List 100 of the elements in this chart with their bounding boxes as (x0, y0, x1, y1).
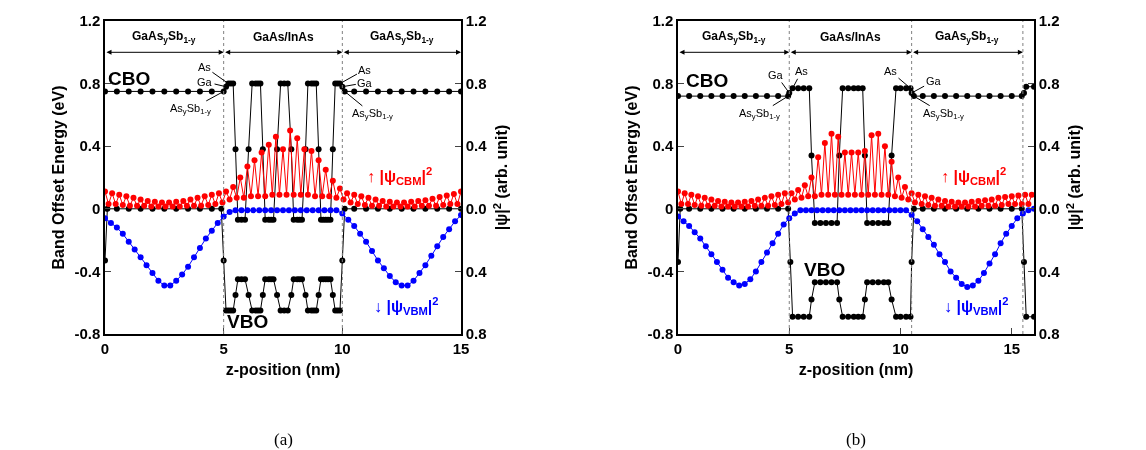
annotation: ↓ |ψ$_{VBM}$|$^{2}$ (944, 295, 1009, 318)
point (839, 313, 846, 320)
point (822, 219, 829, 226)
x-tick-label: 10 (892, 339, 909, 357)
point (859, 85, 866, 92)
point (834, 279, 841, 286)
point (897, 85, 904, 92)
point (953, 93, 960, 100)
point (885, 279, 892, 286)
y2-tick-label: 0.4 (465, 262, 488, 280)
annotation: GaAs$_{y}$Sb$_{1-y}$ (370, 29, 434, 45)
y-axis-title: Band Offset Energy (eV) (49, 85, 67, 270)
point (839, 85, 846, 92)
point (885, 219, 892, 226)
point (785, 205, 792, 212)
point (1008, 205, 1015, 212)
point (808, 152, 815, 159)
point (897, 313, 904, 320)
x-tick-label: 5 (219, 339, 228, 357)
annotation: As (884, 65, 898, 77)
point (686, 93, 693, 100)
annotation: Ga (357, 77, 373, 89)
point (845, 313, 852, 320)
y-axis-title: Band Offset Energy (eV) (622, 85, 640, 270)
annotation: As$_{y}$Sb$_{1-y}$ (739, 107, 780, 122)
point (942, 93, 948, 100)
point (708, 93, 715, 100)
point (822, 279, 829, 286)
point (861, 296, 868, 303)
annotation: Ga (926, 75, 942, 87)
annotation: As (795, 65, 809, 77)
y-tick-label: 0 (664, 200, 674, 218)
annotation: CBO (108, 68, 151, 89)
point (775, 205, 782, 212)
point (855, 85, 862, 92)
point (986, 93, 993, 100)
y-tick-label: 0.4 (79, 137, 101, 155)
point (697, 93, 704, 100)
annotation: As$_{y}$Sb$_{1-y}$ (170, 102, 211, 117)
point (800, 313, 807, 320)
point (875, 279, 882, 286)
annotation: As (198, 61, 212, 73)
x-axis-title: z-position (nm) (798, 360, 914, 378)
annotation: GaAs/InAs (253, 30, 315, 44)
y2-tick-label: 0.0 (1038, 200, 1060, 218)
point (686, 205, 693, 212)
x-tick-label: 5 (785, 339, 794, 357)
annotation: GaAs$_{y}$Sb$_{1-y}$ (935, 29, 999, 45)
point (730, 93, 737, 100)
point (719, 93, 726, 100)
y-tick-label: -0.4 (647, 262, 674, 280)
point (1023, 83, 1030, 90)
point (817, 279, 824, 286)
point (919, 93, 926, 100)
point (910, 93, 917, 100)
point (864, 219, 871, 226)
point (834, 219, 841, 226)
point (1008, 93, 1015, 100)
point (1023, 313, 1030, 320)
y2-tick-label: 0.8 (465, 74, 487, 92)
annotation: ↓ |ψ$_{VBM}$|$^{2}$ (374, 295, 439, 318)
point (836, 296, 843, 303)
text: (b) (846, 430, 866, 449)
point (811, 219, 818, 226)
point (811, 279, 818, 286)
point (817, 219, 824, 226)
annotation: GaAs/InAs (820, 30, 882, 44)
point (875, 219, 882, 226)
point (845, 85, 852, 92)
y-tick-label: 0 (91, 200, 101, 218)
y2-tick-label: 0.8 (1038, 325, 1060, 343)
point (975, 93, 982, 100)
y-tick-label: -0.8 (647, 325, 674, 343)
point (828, 219, 835, 226)
point (855, 313, 862, 320)
annotation: CBO (686, 70, 729, 91)
point (903, 313, 910, 320)
y-tick-label: 0.8 (652, 74, 674, 92)
point (764, 93, 770, 100)
point (828, 279, 835, 286)
y-tick-label: 0.8 (79, 74, 101, 92)
point (893, 313, 900, 320)
x-tick-label: 10 (333, 339, 351, 357)
point (869, 279, 876, 286)
point (919, 205, 926, 212)
point (808, 296, 815, 303)
annotation: As$_{y}$Sb$_{1-y}$ (923, 107, 964, 122)
point (888, 296, 895, 303)
point (888, 152, 895, 159)
point (789, 313, 796, 320)
y2-tick-label: 0.8 (1038, 74, 1060, 92)
point (964, 93, 971, 100)
y-tick-label: 1.2 (79, 12, 101, 30)
point (741, 93, 748, 100)
annotation: GaAs$_{y}$Sb$_{1-y}$ (702, 29, 766, 45)
point (800, 85, 807, 92)
annotation: VBO (804, 259, 846, 280)
y2-tick-label: 0.0 (465, 200, 487, 218)
point (930, 93, 937, 100)
annotation: Ga (768, 69, 784, 81)
